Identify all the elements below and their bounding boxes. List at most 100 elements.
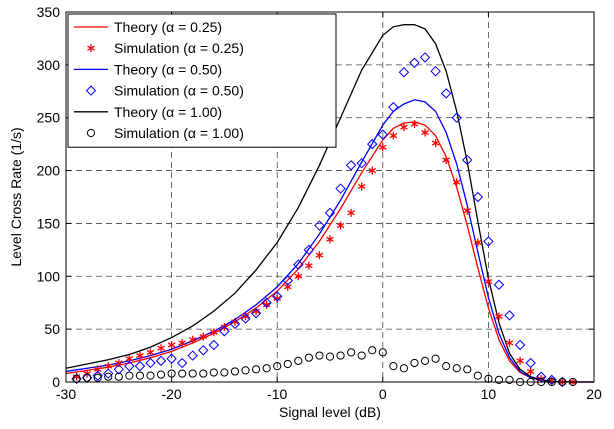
data-point	[473, 371, 482, 380]
data-point	[357, 351, 366, 360]
data-point	[345, 160, 357, 171]
data-point	[409, 57, 420, 68]
data-point	[440, 88, 452, 99]
data-point	[335, 183, 346, 194]
data-point	[505, 338, 514, 347]
x-tick-label: -20	[161, 386, 181, 402]
data-point	[452, 364, 461, 373]
y-tick-label: 150	[37, 215, 61, 231]
legend-label: Theory (α = 0.25)	[114, 19, 222, 35]
data-point	[315, 351, 324, 360]
data-point	[493, 279, 505, 290]
data-point	[188, 369, 197, 378]
data-point	[398, 67, 410, 78]
legend-item: Simulation (α = 0.50)	[85, 83, 244, 99]
data-point	[240, 313, 251, 324]
data-point	[198, 345, 209, 356]
data-point	[93, 373, 102, 382]
data-point	[157, 344, 165, 353]
legend-item: Theory (α = 0.25)	[74, 19, 222, 35]
legend-box	[67, 13, 337, 148]
data-point	[388, 101, 399, 113]
data-point	[92, 370, 103, 381]
y-tick-label: 250	[37, 110, 61, 126]
data-point	[472, 191, 484, 203]
data-point	[410, 358, 419, 368]
legend-label: Simulation (α = 0.50)	[114, 83, 244, 99]
data-point	[178, 338, 186, 347]
data-point	[326, 235, 334, 244]
data-point	[283, 282, 292, 291]
legend-item: Theory (α = 0.50)	[74, 61, 222, 77]
data-point	[219, 326, 230, 337]
data-point	[135, 371, 145, 380]
data-point	[420, 356, 430, 365]
series-points-3	[71, 52, 568, 388]
data-point	[389, 362, 398, 371]
data-point	[357, 182, 366, 191]
data-point	[229, 318, 241, 330]
data-point	[442, 362, 451, 371]
legend-label: Simulation (α = 0.25)	[114, 40, 244, 56]
x-tick-label: 0	[379, 386, 387, 402]
data-point	[273, 362, 282, 371]
plot-frame	[65, 11, 595, 383]
data-point	[104, 372, 113, 381]
data-point	[325, 352, 335, 361]
data-point	[303, 244, 315, 256]
data-point	[155, 355, 167, 367]
data-point	[514, 339, 526, 351]
data-point	[83, 373, 92, 382]
legend-label: Simulation (α = 1.00)	[114, 125, 244, 141]
y-tick-label: 50	[44, 321, 60, 337]
y-tick-label: 100	[37, 268, 61, 284]
data-point	[494, 375, 504, 384]
data-point	[451, 112, 462, 123]
data-point	[261, 297, 272, 308]
data-point	[421, 128, 429, 137]
data-point	[230, 367, 240, 376]
data-point	[431, 354, 440, 363]
data-point	[145, 357, 156, 369]
data-point	[114, 358, 123, 367]
data-point	[156, 370, 166, 379]
legend-swatch	[85, 85, 97, 96]
data-point	[241, 366, 250, 375]
legend-item: Simulation (α = 0.25)	[87, 40, 244, 56]
data-point	[251, 365, 261, 374]
data-point	[442, 156, 450, 164]
data-point	[294, 272, 303, 281]
data-point	[347, 348, 356, 357]
legend-swatch	[87, 44, 95, 53]
data-point	[430, 65, 441, 77]
data-point	[505, 375, 514, 384]
data-point	[134, 360, 146, 372]
data-point	[368, 346, 377, 355]
data-point	[378, 348, 387, 357]
data-point	[516, 356, 524, 365]
data-point	[504, 310, 515, 321]
x-tick-label: 10	[481, 386, 497, 402]
series-line-4	[65, 24, 594, 383]
data-point	[377, 129, 389, 140]
data-point	[462, 154, 473, 166]
data-point	[535, 371, 547, 382]
y-tick-label: 200	[37, 163, 61, 179]
data-point	[125, 371, 134, 380]
data-point	[367, 138, 378, 150]
data-point	[463, 206, 472, 215]
legend-swatch	[86, 128, 96, 138]
data-point	[336, 351, 345, 360]
data-point	[315, 251, 324, 260]
series-points-5	[72, 346, 577, 387]
data-point	[146, 371, 155, 380]
data-point	[208, 339, 220, 351]
data-point	[113, 364, 125, 375]
x-tick-label: -10	[267, 386, 287, 402]
data-point	[188, 335, 197, 344]
data-point	[166, 353, 177, 364]
data-point	[368, 166, 377, 175]
x-axis-label: Signal level (dB)	[279, 404, 381, 420]
data-point	[389, 131, 398, 140]
